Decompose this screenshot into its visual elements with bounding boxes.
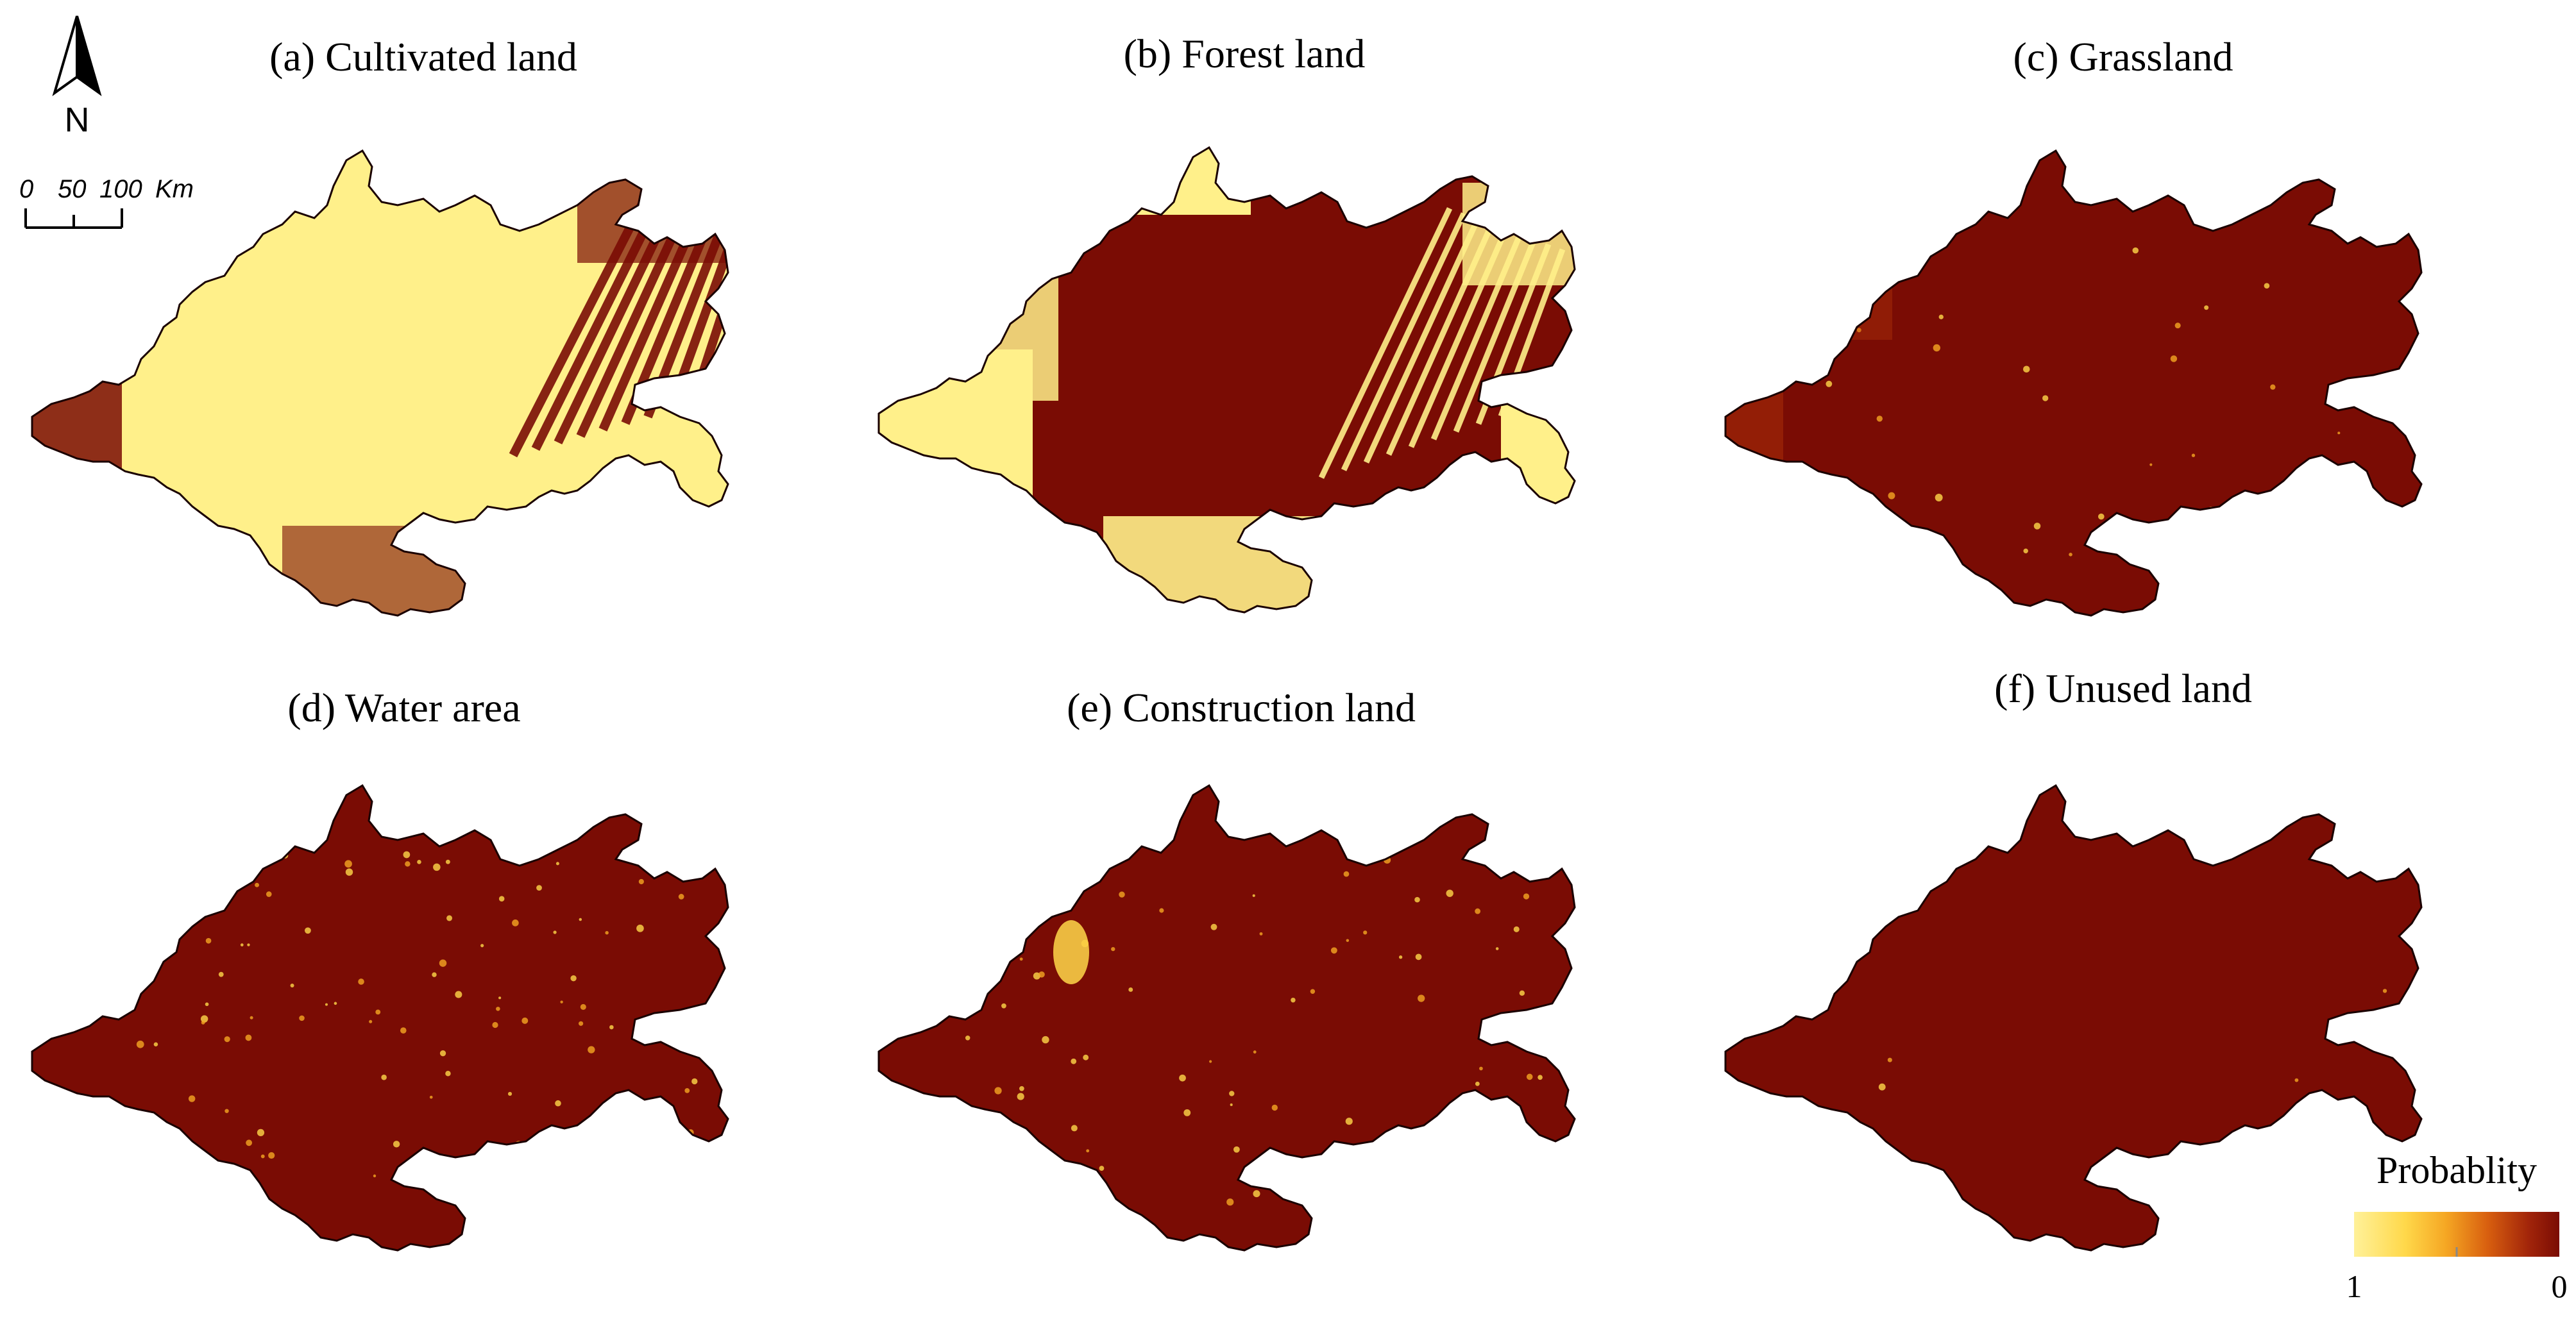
map-panels: (a) Cultivated land (b) Forest land (c) Gr… xyxy=(31,31,2423,1252)
scale-label-100: 100 xyxy=(99,175,142,203)
north-arrow-label: N xyxy=(65,101,90,139)
scale-label-50: 50 xyxy=(58,175,87,203)
panel-title-c: (c) Grassland xyxy=(2013,34,2233,80)
legend-min-label: 1 xyxy=(2346,1268,2362,1304)
probability-map-e xyxy=(877,784,1576,1252)
map-panel-c: (c) Grassland xyxy=(1724,34,2423,617)
scale-unit: Km xyxy=(155,175,194,203)
panel-title-e: (e) Construction land xyxy=(1067,685,1416,730)
map-panel-e: (e) Construction land xyxy=(877,685,1576,1252)
probability-map-d xyxy=(31,784,729,1252)
panel-title-d: (d) Water area xyxy=(287,685,520,730)
probability-map-b xyxy=(877,146,1576,614)
map-panel-a: (a) Cultivated land xyxy=(31,34,729,617)
map-panel-d: (d) Water area xyxy=(31,685,729,1252)
north-arrow: N xyxy=(52,15,102,139)
panel-title-b: (b) Forest land xyxy=(1124,31,1366,76)
probability-map-c xyxy=(1724,149,2423,617)
probability-map-f xyxy=(1724,784,2423,1252)
north-arrow-right-half xyxy=(76,15,102,96)
map-panel-b: (b) Forest land xyxy=(877,31,1576,614)
legend-title: Probablity xyxy=(2377,1149,2537,1191)
panel-title-f: (f) Unused land xyxy=(1994,666,2252,711)
panel-title-a: (a) Cultivated land xyxy=(269,34,577,80)
legend-max-label: 0 xyxy=(2552,1268,2568,1304)
map-panel-f: (f) Unused land xyxy=(1724,666,2423,1252)
legend: Probablity 1 0 xyxy=(2346,1149,2568,1304)
north-arrow-left-half xyxy=(52,15,78,96)
scale-bar: 0 50 100 Km xyxy=(19,175,194,229)
scale-label-0: 0 xyxy=(19,175,33,203)
